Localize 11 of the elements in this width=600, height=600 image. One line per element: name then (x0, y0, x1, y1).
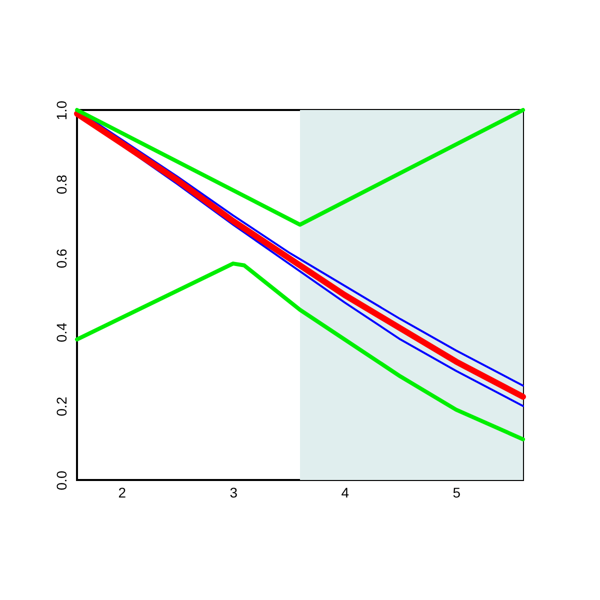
x-tick-label: 2 (118, 484, 126, 500)
y-tick-label: 0.6 (54, 248, 70, 268)
y-tick-label: 1.0 (54, 100, 70, 120)
line-series (75, 262, 525, 442)
y-tick-label: 0.4 (54, 322, 70, 342)
x-tick-label: 4 (341, 484, 350, 500)
x-tick-label: 5 (452, 484, 461, 500)
y-tick-label: 0.2 (54, 396, 70, 416)
x-tick-label: 3 (230, 484, 238, 500)
y-tick-label: 0.0 (54, 470, 70, 490)
y-tick-label: 0.8 (54, 174, 70, 194)
